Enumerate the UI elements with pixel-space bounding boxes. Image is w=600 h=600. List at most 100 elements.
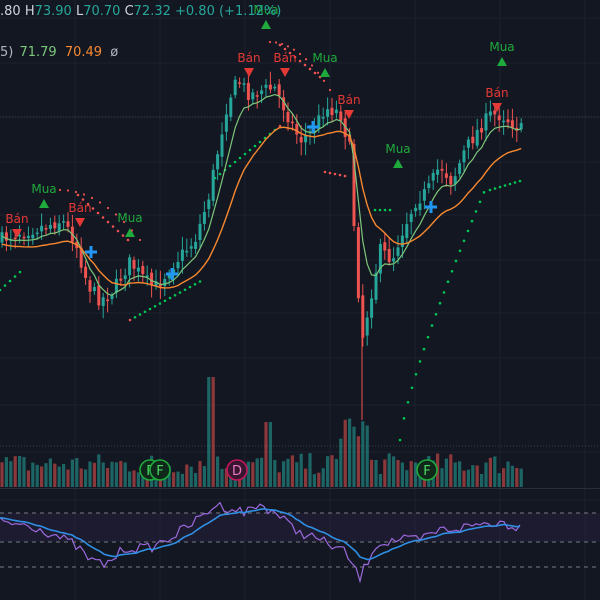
volume-bar <box>136 472 140 487</box>
candle-body <box>18 234 22 237</box>
ma-params: 5) <box>0 45 14 60</box>
volume-bar <box>224 468 228 487</box>
volume-bar <box>40 466 44 487</box>
financials-event-marker[interactable]: F <box>416 459 438 481</box>
volume-bar <box>246 461 250 487</box>
volume-bar <box>180 473 184 487</box>
volume-bar <box>440 468 444 487</box>
candle-body <box>440 168 444 171</box>
candle-body <box>458 163 462 174</box>
candle-body <box>220 134 224 157</box>
event-marker-label: F <box>423 464 430 479</box>
sar-dot <box>218 172 222 176</box>
candle-body <box>471 136 475 144</box>
volume-bar <box>502 468 506 487</box>
volume-bar <box>62 464 66 487</box>
financials-event-marker[interactable]: F <box>149 459 171 481</box>
candle-body <box>295 124 299 135</box>
event-markers[interactable]: FFFD <box>139 459 438 481</box>
volume-bar <box>268 422 272 487</box>
candle-body <box>343 118 347 138</box>
volume-bar <box>458 461 462 487</box>
event-marker-circle <box>226 459 248 481</box>
oscillator-band <box>0 513 600 542</box>
volume-bar <box>400 462 404 487</box>
ma-slow-line <box>1 126 522 289</box>
volume-bar <box>123 462 127 487</box>
sar-dot <box>303 63 307 67</box>
volume-bar <box>422 474 426 487</box>
candle-body <box>207 199 211 210</box>
sar-dot <box>458 249 462 253</box>
candle-body <box>356 227 360 299</box>
sar-dot <box>454 259 458 263</box>
sar-dot <box>233 160 237 164</box>
sar-dot <box>0 288 2 292</box>
candle-body <box>466 139 470 148</box>
close-label: C <box>124 4 134 19</box>
candle-body <box>255 95 259 97</box>
dividend-event-marker[interactable]: D <box>226 459 248 481</box>
sar-dot <box>438 301 442 305</box>
sar-dot <box>18 270 22 274</box>
candle-body <box>35 232 39 235</box>
volume-bar <box>53 463 57 487</box>
volume-bar <box>273 459 277 487</box>
candle-body <box>484 113 488 131</box>
sell-trail-dot <box>106 206 110 210</box>
volume-bar <box>409 461 413 487</box>
volume-bar <box>493 456 497 487</box>
volume-bars <box>0 377 523 487</box>
sar-dot <box>133 315 137 319</box>
volume-bar <box>194 472 198 487</box>
ma-legend[interactable]: 5) 71.79 70.49 ø <box>0 45 118 60</box>
buy-signal-label: Mua <box>489 40 514 54</box>
candle-body <box>119 278 123 281</box>
sar-dot <box>158 302 162 305</box>
buy-signal-arrow <box>320 68 330 77</box>
sar-dot <box>121 234 125 237</box>
sar-dot <box>138 313 142 316</box>
moving-average-lines <box>1 93 522 297</box>
low-value: 70.70 <box>83 4 121 19</box>
sell-trail-dot <box>316 71 320 74</box>
sell-trail-dot <box>274 41 278 44</box>
sar-dot <box>178 291 182 294</box>
volume-bar <box>471 465 475 487</box>
buy-signal-arrow <box>393 159 403 168</box>
sell-trail-dot <box>82 193 86 196</box>
candle-body <box>26 235 30 239</box>
volume-bar <box>216 456 220 487</box>
candle-body <box>92 287 96 292</box>
sar-dot <box>101 216 105 219</box>
hide-indicator-icon[interactable]: ø <box>110 45 119 60</box>
buy-signal-label: Mua <box>312 51 337 65</box>
candle-body <box>299 136 303 143</box>
candle-body <box>246 82 250 100</box>
volume-bar <box>242 470 246 487</box>
volume-bar <box>348 418 352 487</box>
volume-bar <box>264 422 268 487</box>
low-label: L <box>75 4 84 19</box>
sar-dot <box>406 400 410 404</box>
sell-trail-dot <box>292 48 296 51</box>
sar-dot <box>8 279 12 283</box>
candle-body <box>352 143 356 227</box>
candle-body <box>317 115 321 129</box>
volume-bar <box>92 462 96 487</box>
oscillator-slow-line <box>0 507 521 561</box>
candle-body <box>453 176 457 185</box>
volume-bar <box>326 456 330 487</box>
candle-body <box>22 236 26 239</box>
volume-bar <box>128 471 132 487</box>
candle-body <box>62 221 66 223</box>
candle-body <box>185 250 189 253</box>
volume-bar <box>462 470 466 487</box>
candle-body <box>418 203 422 211</box>
volume-bar <box>414 462 418 487</box>
candle-body <box>150 272 154 286</box>
candle-body <box>123 275 127 280</box>
volume-bar <box>277 472 281 487</box>
candle-body <box>31 234 35 239</box>
